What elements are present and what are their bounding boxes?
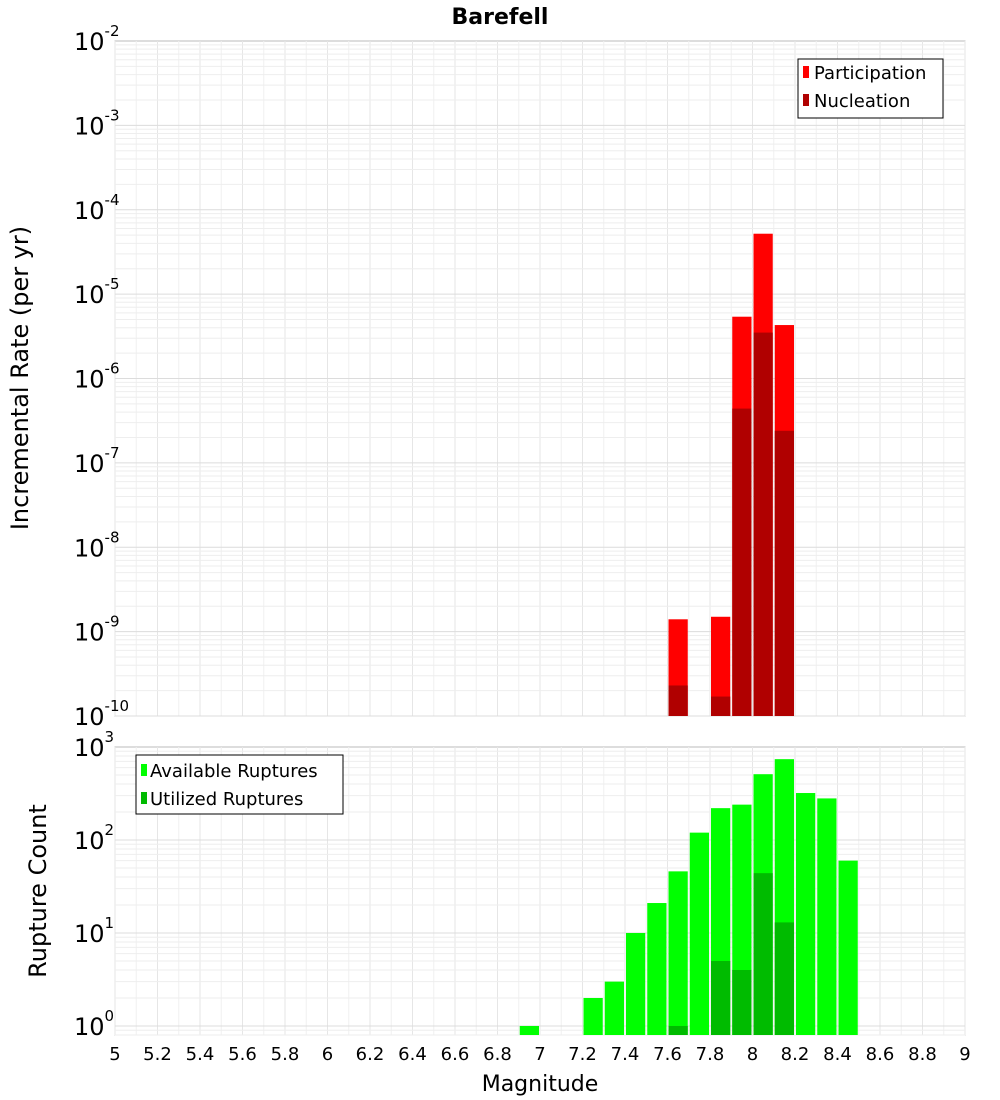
top-y-tick-label: 10-8 <box>74 528 120 562</box>
bottom-legend-box <box>135 754 344 815</box>
x-tick-label: 5.6 <box>228 1044 257 1065</box>
legend-swatch-utilized <box>141 792 147 804</box>
top-y-tick-label: 10-10 <box>74 697 129 731</box>
bottom-bar-available-ruptures <box>647 903 667 1035</box>
top-y-tick-label: 10-2 <box>74 22 120 56</box>
legend-swatch-participation <box>803 66 809 78</box>
x-tick-label: 7.6 <box>653 1044 682 1065</box>
x-tick-label: 7.4 <box>611 1044 640 1065</box>
bottom-bar-available-ruptures <box>519 1025 539 1035</box>
bottom-bar-available-ruptures <box>626 932 646 1035</box>
bottom-bar-utilized-ruptures <box>668 1025 688 1035</box>
x-tick-label: 8.6 <box>866 1044 895 1065</box>
top-y-tick-label: 10-7 <box>74 444 120 478</box>
x-tick-label: 5.2 <box>143 1044 172 1065</box>
bottom-bar-available-ruptures <box>668 871 688 1035</box>
x-tick-label: 8.8 <box>908 1044 937 1065</box>
bottom-y-tick-label: 100 <box>74 1007 114 1041</box>
bottom-bars <box>519 759 858 1035</box>
x-tick-label: 8 <box>747 1044 758 1065</box>
x-tick-label: 9 <box>959 1044 970 1065</box>
bottom-y-tick-label: 101 <box>74 914 114 948</box>
bottom-bar-utilized-ruptures <box>753 873 773 1035</box>
bottom-y-ticks: 100 101 102 103 <box>74 728 114 1041</box>
bottom-bar-available-ruptures <box>689 832 709 1035</box>
x-tick-label: 8.2 <box>781 1044 810 1065</box>
x-tick-labels: 5 5.2 5.4 5.6 5.8 6 6.2 6.4 6.6 6.8 7 7.2 7.4 7.6 7.8 8… <box>109 1044 970 1065</box>
top-bar-nucleation <box>753 332 773 716</box>
top-y-ticks: 10-10 10-9 10-8 10-7 10-6 10-5 10-4 10-3 10-2 <box>74 22 129 731</box>
x-tick-label: 6.4 <box>398 1044 427 1065</box>
legend-label-nucleation: Nucleation <box>814 91 910 112</box>
top-bars <box>668 233 794 716</box>
top-y-tick-label: 10-4 <box>74 191 120 225</box>
bottom-bar-available-ruptures <box>817 798 837 1035</box>
x-tick-label: 5.4 <box>186 1044 215 1065</box>
top-gridlines <box>114 41 966 717</box>
bottom-bar-utilized-ruptures <box>711 960 731 1035</box>
legend-label-utilized: Utilized Ruptures <box>150 789 303 810</box>
bottom-bar-available-ruptures <box>604 981 624 1035</box>
legend-label-participation: Participation <box>814 63 926 84</box>
top-bar-nucleation <box>732 408 752 716</box>
bottom-bar-utilized-ruptures <box>774 922 794 1035</box>
top-y-tick-label: 10-5 <box>74 275 120 309</box>
bottom-bar-available-ruptures <box>796 793 816 1035</box>
top-y-axis-label: Incremental Rate (per yr) <box>6 226 34 530</box>
bottom-bar-utilized-ruptures <box>732 969 752 1035</box>
x-tick-label: 7.2 <box>568 1044 597 1065</box>
x-axis-label: Magnitude <box>482 1072 599 1097</box>
x-tick-label: 5.8 <box>271 1044 300 1065</box>
bottom-panel: 100 101 102 103 5 5.2 5.4 5.6 5.8 6 6.2 6.4 6.6 6.8 7… <box>24 728 971 1097</box>
bottom-y-axis-label: Rupture Count <box>24 804 52 978</box>
top-panel: 10-10 10-9 10-8 10-7 10-6 10-5 10-4 10-3 10-2 In… <box>6 22 966 731</box>
bottom-y-tick-label: 102 <box>74 821 114 855</box>
x-tick-label: 6 <box>322 1044 333 1065</box>
legend-swatch-nucleation <box>803 94 809 106</box>
legend-label-available: Available Ruptures <box>150 761 318 782</box>
chart-title: Barefell <box>452 5 549 30</box>
top-legend: Participation Nucleation <box>797 58 944 119</box>
x-tick-label: 6.6 <box>441 1044 470 1065</box>
bottom-bar-available-ruptures <box>838 860 858 1035</box>
top-y-tick-label: 10-3 <box>74 106 120 140</box>
top-y-tick-label: 10-9 <box>74 613 120 647</box>
top-bar-nucleation <box>711 696 731 716</box>
x-tick-label: 5 <box>109 1044 120 1065</box>
top-bar-participation <box>711 616 731 716</box>
bottom-y-tick-label: 103 <box>74 728 114 762</box>
x-tick-label: 8.4 <box>823 1044 852 1065</box>
top-bar-nucleation <box>668 685 688 716</box>
top-y-tick-label: 10-6 <box>74 360 120 394</box>
x-tick-label: 7 <box>534 1044 545 1065</box>
top-bar-nucleation <box>774 430 794 716</box>
bottom-bar-available-ruptures <box>583 997 603 1035</box>
legend-swatch-available <box>141 764 147 776</box>
x-tick-label: 6.2 <box>356 1044 385 1065</box>
top-legend-box <box>797 58 944 119</box>
bottom-legend: Available Ruptures Utilized Ruptures <box>135 754 344 815</box>
x-tick-label: 7.8 <box>696 1044 725 1065</box>
x-tick-label: 6.8 <box>483 1044 512 1065</box>
